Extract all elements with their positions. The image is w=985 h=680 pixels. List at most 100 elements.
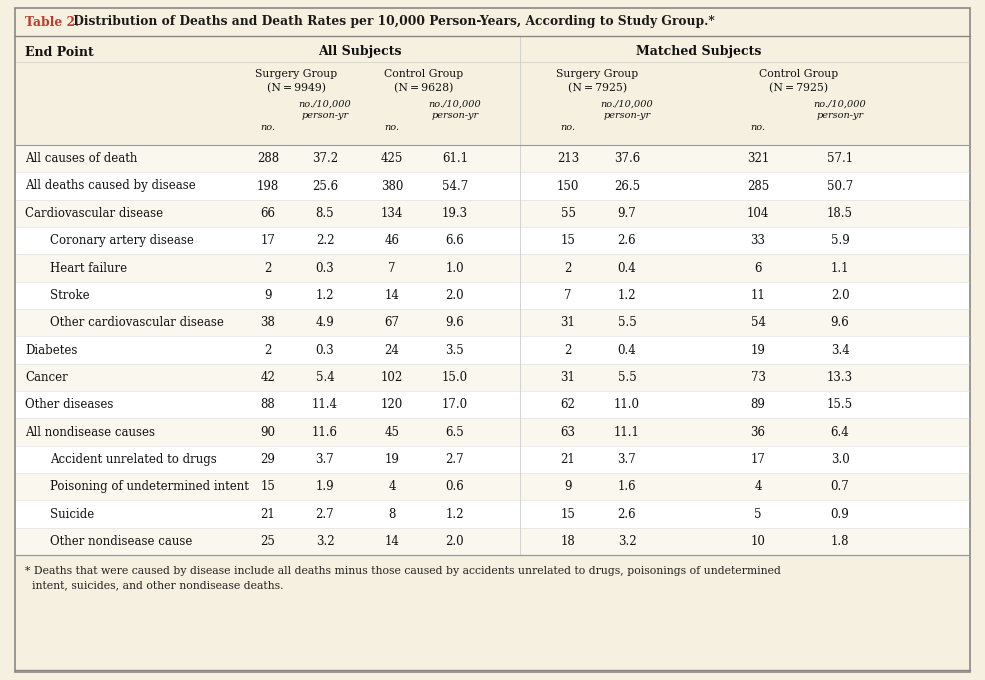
Text: 89: 89 (751, 398, 765, 411)
Text: Poisoning of undetermined intent: Poisoning of undetermined intent (50, 480, 249, 493)
Text: 9.6: 9.6 (445, 316, 464, 329)
Text: Stroke: Stroke (50, 289, 90, 302)
Text: Diabetes: Diabetes (25, 343, 78, 356)
Text: End Point: End Point (25, 46, 94, 58)
Text: Cancer: Cancer (25, 371, 68, 384)
Text: 2.0: 2.0 (445, 289, 464, 302)
Text: no.: no. (384, 124, 400, 133)
Text: Surgery Group: Surgery Group (255, 69, 338, 79)
Text: 15.0: 15.0 (442, 371, 468, 384)
Text: Matched Subjects: Matched Subjects (635, 46, 761, 58)
Text: 213: 213 (557, 152, 579, 165)
Bar (16, 282, 969, 309)
Text: 102: 102 (381, 371, 403, 384)
Text: 0.4: 0.4 (618, 262, 636, 275)
Text: no.: no. (751, 124, 765, 133)
Text: 5: 5 (755, 507, 761, 520)
Text: Accident unrelated to drugs: Accident unrelated to drugs (50, 453, 217, 466)
Text: 2: 2 (264, 262, 272, 275)
Text: 4: 4 (388, 480, 396, 493)
Text: 18.5: 18.5 (827, 207, 853, 220)
Bar (16, 254, 969, 282)
Text: intent, suicides, and other nondisease deaths.: intent, suicides, and other nondisease d… (25, 580, 284, 590)
Text: All causes of death: All causes of death (25, 152, 137, 165)
Text: 17.0: 17.0 (442, 398, 468, 411)
Text: Other diseases: Other diseases (25, 398, 113, 411)
Text: 134: 134 (381, 207, 403, 220)
Bar (16, 500, 969, 528)
Text: 380: 380 (381, 180, 403, 192)
Text: 37.2: 37.2 (312, 152, 338, 165)
Text: 57.1: 57.1 (827, 152, 853, 165)
Text: 4.9: 4.9 (315, 316, 334, 329)
Text: 37.6: 37.6 (614, 152, 640, 165)
Text: 38: 38 (261, 316, 276, 329)
Text: 11.4: 11.4 (312, 398, 338, 411)
Text: 19: 19 (751, 343, 765, 356)
Text: 42: 42 (261, 371, 276, 384)
Text: 19: 19 (384, 453, 400, 466)
Text: Coronary artery disease: Coronary artery disease (50, 234, 194, 247)
Text: 0.6: 0.6 (445, 480, 464, 493)
Text: All Subjects: All Subjects (318, 46, 402, 58)
Text: 1.2: 1.2 (618, 289, 636, 302)
Text: 6: 6 (755, 262, 761, 275)
Text: 55: 55 (560, 207, 575, 220)
Text: 3.7: 3.7 (315, 453, 334, 466)
Text: 90: 90 (260, 426, 276, 439)
Bar (16, 227, 969, 254)
Text: 50.7: 50.7 (826, 180, 853, 192)
Text: no./10,000: no./10,000 (601, 99, 653, 109)
Text: Control Group: Control Group (759, 69, 838, 79)
Text: 3.0: 3.0 (830, 453, 849, 466)
Text: no.: no. (560, 124, 575, 133)
Text: 1.1: 1.1 (830, 262, 849, 275)
Text: 2: 2 (564, 262, 571, 275)
Text: 4: 4 (755, 480, 761, 493)
Text: (N = 9628): (N = 9628) (394, 83, 453, 93)
Text: 13.3: 13.3 (827, 371, 853, 384)
Bar (16, 528, 969, 555)
Text: * Deaths that were caused by disease include all deaths minus those caused by ac: * Deaths that were caused by disease inc… (25, 566, 781, 576)
Text: 17: 17 (261, 234, 276, 247)
Text: no.: no. (260, 124, 276, 133)
Text: 14: 14 (384, 535, 400, 548)
Text: 24: 24 (384, 343, 400, 356)
Text: 198: 198 (257, 180, 279, 192)
Bar (16, 337, 969, 364)
Text: 9.7: 9.7 (618, 207, 636, 220)
Text: 15.5: 15.5 (827, 398, 853, 411)
Text: 36: 36 (751, 426, 765, 439)
Text: person-yr: person-yr (431, 112, 479, 120)
Text: 321: 321 (747, 152, 769, 165)
Text: 0.9: 0.9 (830, 507, 849, 520)
Text: 54: 54 (751, 316, 765, 329)
Text: 6.4: 6.4 (830, 426, 849, 439)
Bar (16, 418, 969, 445)
Bar (16, 473, 969, 500)
Text: 33: 33 (751, 234, 765, 247)
Text: 29: 29 (261, 453, 276, 466)
Bar (16, 9, 969, 36)
Text: 88: 88 (261, 398, 276, 411)
Text: 3.4: 3.4 (830, 343, 849, 356)
Text: no./10,000: no./10,000 (298, 99, 352, 109)
Text: 1.8: 1.8 (830, 535, 849, 548)
Text: 9: 9 (564, 480, 571, 493)
Bar (16, 36, 969, 145)
Text: Control Group: Control Group (384, 69, 463, 79)
Text: Other cardiovascular disease: Other cardiovascular disease (50, 316, 224, 329)
Text: (N = 7925): (N = 7925) (769, 83, 828, 93)
Text: 7: 7 (564, 289, 571, 302)
Text: 8: 8 (388, 507, 396, 520)
Text: 8.5: 8.5 (315, 207, 334, 220)
Text: 10: 10 (751, 535, 765, 548)
Text: 61.1: 61.1 (442, 152, 468, 165)
Text: 5.9: 5.9 (830, 234, 849, 247)
Text: person-yr: person-yr (301, 112, 349, 120)
Text: (N = 9949): (N = 9949) (267, 83, 326, 93)
Text: 31: 31 (560, 371, 575, 384)
Text: 15: 15 (261, 480, 276, 493)
Text: 25: 25 (261, 535, 276, 548)
Text: 150: 150 (557, 180, 579, 192)
